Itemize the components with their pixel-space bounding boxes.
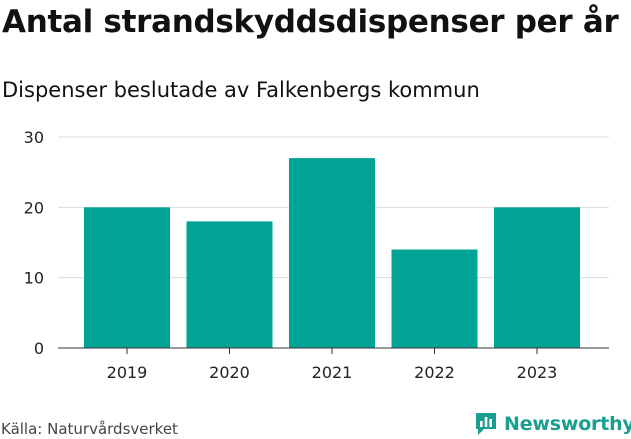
- source-note: Källa: Naturvårdsverket: [1, 420, 178, 438]
- newsworthy-logo-icon: [476, 413, 496, 435]
- bar-2019: [84, 207, 170, 348]
- x-tick-label: 2023: [517, 363, 558, 382]
- newsworthy-logo: Newsworthy: [474, 409, 631, 439]
- chart-subtitle: Dispenser beslutade av Falkenbergs kommu…: [2, 78, 480, 102]
- x-tick-label: 2019: [107, 363, 148, 382]
- y-tick-label: 10: [24, 269, 44, 288]
- y-tick-label: 30: [24, 128, 44, 147]
- brand-name: Newsworthy: [504, 413, 631, 435]
- y-axis-ticks: 0 10 20 30: [24, 128, 44, 358]
- x-tick-label: 2020: [209, 363, 250, 382]
- x-tick-label: 2022: [414, 363, 455, 382]
- bars: [84, 158, 580, 348]
- y-tick-label: 20: [24, 198, 44, 217]
- bar-2023: [494, 207, 580, 348]
- bar-2021: [289, 158, 375, 348]
- bar-2022: [391, 249, 478, 348]
- y-tick-label: 0: [34, 339, 44, 358]
- x-tick-label: 2021: [312, 363, 353, 382]
- chart-title: Antal strandskyddsdispenser per år: [2, 4, 619, 40]
- x-axis-ticks: 2019 2020 2021 2022 2023: [107, 348, 558, 382]
- bar-2020: [186, 221, 273, 348]
